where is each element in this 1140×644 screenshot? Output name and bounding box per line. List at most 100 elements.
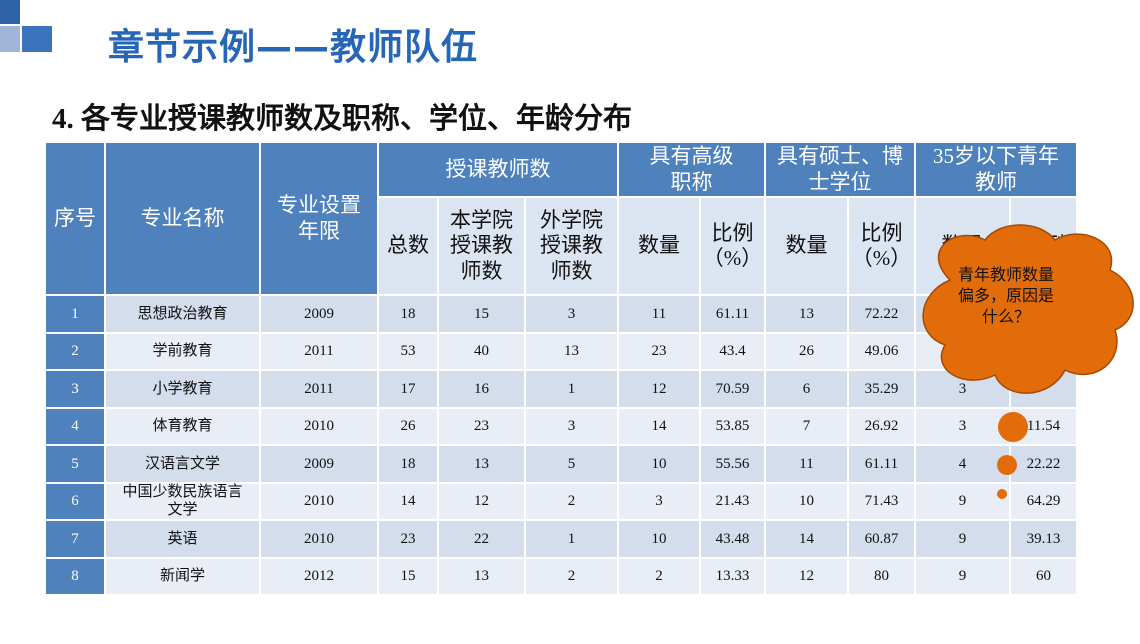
table-cell: 72.22 [848, 295, 915, 333]
table-cell: 体育教育 [105, 407, 260, 445]
table-cell: 外学院授课教师数 [525, 197, 618, 295]
cell-text: 2 [71, 343, 79, 360]
table-cell: 53.85 [700, 407, 765, 445]
cell-text: 具有高级职称 [649, 144, 734, 194]
cell-text: 60.87 [864, 530, 899, 547]
cell-text: 15 [400, 568, 416, 585]
cell-text: 1 [567, 380, 576, 397]
cell-text: 新闻学 [159, 568, 205, 585]
cell-text: 专业名称 [140, 205, 225, 230]
cell-text: 11.54 [1026, 418, 1061, 435]
cell-text: 2011 [304, 343, 334, 360]
table-cell: 4 [915, 445, 1010, 483]
cell-text: 13 [474, 455, 489, 472]
cell-text: 比例（%） [851, 220, 912, 270]
table-cell: 71.43 [848, 482, 915, 520]
cell-text: 23 [474, 418, 489, 435]
table-cell: 2 [45, 332, 105, 370]
callout-text: 青年教师数量偏多，原因是什么？ [958, 267, 1055, 326]
subtitle: 4. 各专业授课教师数及职称、学位、年龄分布 [52, 103, 633, 135]
cell-text: 43.48 [715, 530, 750, 547]
table-cell: 英语 [105, 520, 260, 558]
table-cell: 专业设置年限 [260, 142, 378, 295]
cell-text: 22.22 [1026, 455, 1061, 472]
cell-text: 18 [400, 305, 416, 322]
cell-text: 70.59 [715, 380, 750, 397]
table-cell: 中国少数民族语言文学 [105, 482, 260, 520]
table-cell: 汉语言文学 [105, 445, 260, 483]
table-cell: 17 [378, 370, 438, 408]
cloud [922, 224, 1134, 394]
table-cell: 13 [438, 557, 525, 595]
table-cell: 2 [525, 482, 618, 520]
cell-text: 2010 [304, 418, 334, 435]
table-cell: 授课教师数 [378, 142, 618, 197]
cell-text: 14 [799, 530, 814, 547]
table-cell: 本学院授课教师数 [438, 197, 525, 295]
cell-text: 数量 [785, 233, 828, 258]
table-cell: 43.48 [700, 520, 765, 558]
table-cell: 1 [525, 370, 618, 408]
table-cell: 13 [765, 295, 848, 333]
table-cell: 小学教育 [105, 370, 260, 408]
table-cell: 40 [438, 332, 525, 370]
cell-text: 13 [564, 343, 579, 360]
cell-text: 6 [802, 380, 811, 397]
cell-text: 2011 [304, 380, 334, 397]
cell-text: 6 [71, 493, 79, 510]
table-cell: 22.22 [1010, 445, 1077, 483]
table-cell: 2010 [260, 407, 378, 445]
table-cell: 2 [525, 557, 618, 595]
cell-text: 3 [567, 305, 576, 322]
title: 章节示例——教师队伍 [108, 27, 479, 68]
cell-text: 3 [958, 418, 967, 435]
table-cell: 2 [618, 557, 700, 595]
decor [22, 26, 52, 52]
cell-text: 2 [655, 568, 663, 585]
table-cell: 39.13 [1010, 520, 1077, 558]
table-cell: 5 [525, 445, 618, 483]
cell-text: 学前教育 [152, 343, 213, 360]
table-cell: 26 [378, 407, 438, 445]
table-cell: 7 [765, 407, 848, 445]
table-cell: 具有高级职称 [618, 142, 765, 197]
table-cell: 18 [378, 295, 438, 333]
table-cell: 比例（%） [848, 197, 915, 295]
table-cell: 14 [378, 482, 438, 520]
table-cell: 26.92 [848, 407, 915, 445]
cell-text: 小学教育 [152, 380, 213, 397]
cell-text: 39.13 [1026, 530, 1061, 547]
table-cell: 3 [45, 370, 105, 408]
table-cell: 3 [915, 407, 1010, 445]
table-cell: 10 [765, 482, 848, 520]
table-cell: 61.11 [848, 445, 915, 483]
table-cell: 21.43 [700, 482, 765, 520]
cell-text: 18 [400, 455, 416, 472]
table-cell: 学前教育 [105, 332, 260, 370]
table-cell: 11 [765, 445, 848, 483]
cell-text: 9 [958, 493, 967, 510]
table-cell: 13 [525, 332, 618, 370]
table-cell: 1 [45, 295, 105, 333]
cell-text: 21.43 [715, 493, 750, 510]
table-cell: 49.06 [848, 332, 915, 370]
cell-text: 64.29 [1026, 493, 1061, 510]
cell-text: 40 [474, 343, 489, 360]
cell-text: 11 [651, 305, 667, 322]
cell-text: 26 [799, 343, 814, 360]
table-cell: 14 [618, 407, 700, 445]
table-cell: 5 [45, 445, 105, 483]
table-cell: 16 [438, 370, 525, 408]
cell-text: 1 [567, 530, 576, 547]
cell-text: 9 [958, 530, 967, 547]
table-cell: 80 [848, 557, 915, 595]
cell-text: 61.11 [715, 305, 750, 322]
table-cell: 35.29 [848, 370, 915, 408]
cell-text: 3 [71, 380, 79, 397]
table-cell: 22 [438, 520, 525, 558]
table-cell: 23 [618, 332, 700, 370]
decor [0, 0, 20, 24]
table-cell: 9 [915, 520, 1010, 558]
